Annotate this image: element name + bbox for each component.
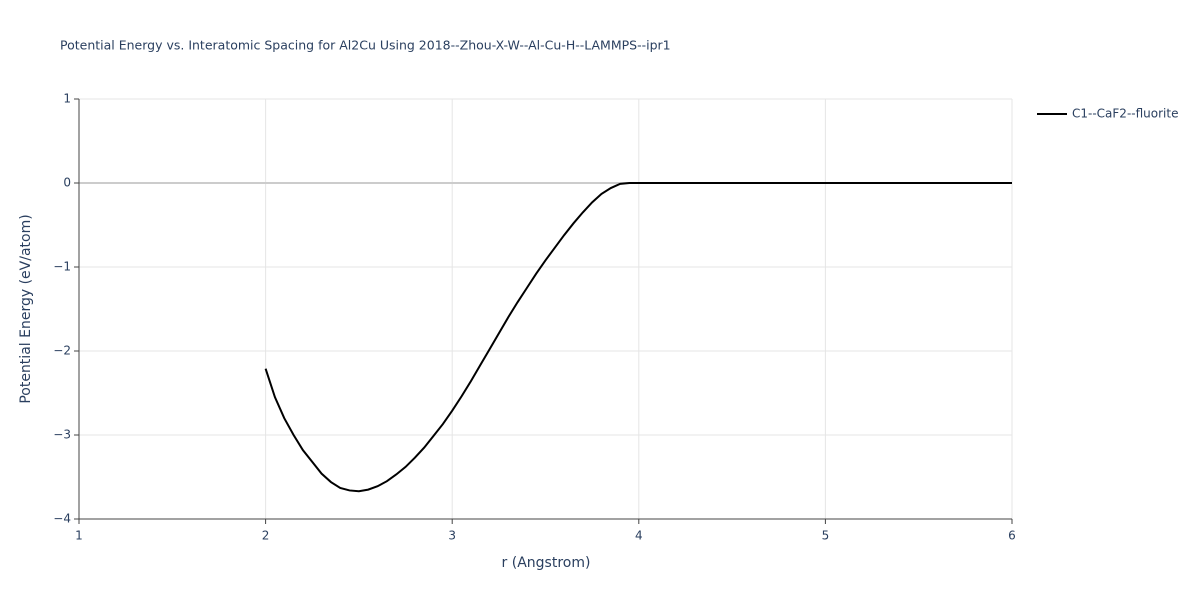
- x-axis-label: r (Angstrom): [502, 555, 591, 571]
- x-tick-label: 3: [448, 529, 456, 543]
- x-tick-label: 5: [822, 529, 830, 543]
- y-tick-label: −3: [53, 428, 71, 442]
- legend-label: C1--CaF2--fluorite: [1072, 107, 1178, 121]
- data-line: [264, 182, 1012, 493]
- y-tick-label: −4: [53, 512, 71, 526]
- x-tick-label: 1: [75, 529, 83, 543]
- x-tick-label: 2: [262, 529, 270, 543]
- x-tick-label: 4: [635, 529, 643, 543]
- y-tick-label: 0: [63, 176, 71, 190]
- chart-title: Potential Energy vs. Interatomic Spacing…: [60, 38, 671, 53]
- x-tick-label: 6: [1008, 529, 1016, 543]
- y-tick-label: −1: [53, 260, 71, 274]
- y-tick-label: −2: [53, 344, 71, 358]
- y-axis-label: Potential Energy (eV/atom): [18, 214, 34, 403]
- y-tick-label: 1: [63, 92, 71, 106]
